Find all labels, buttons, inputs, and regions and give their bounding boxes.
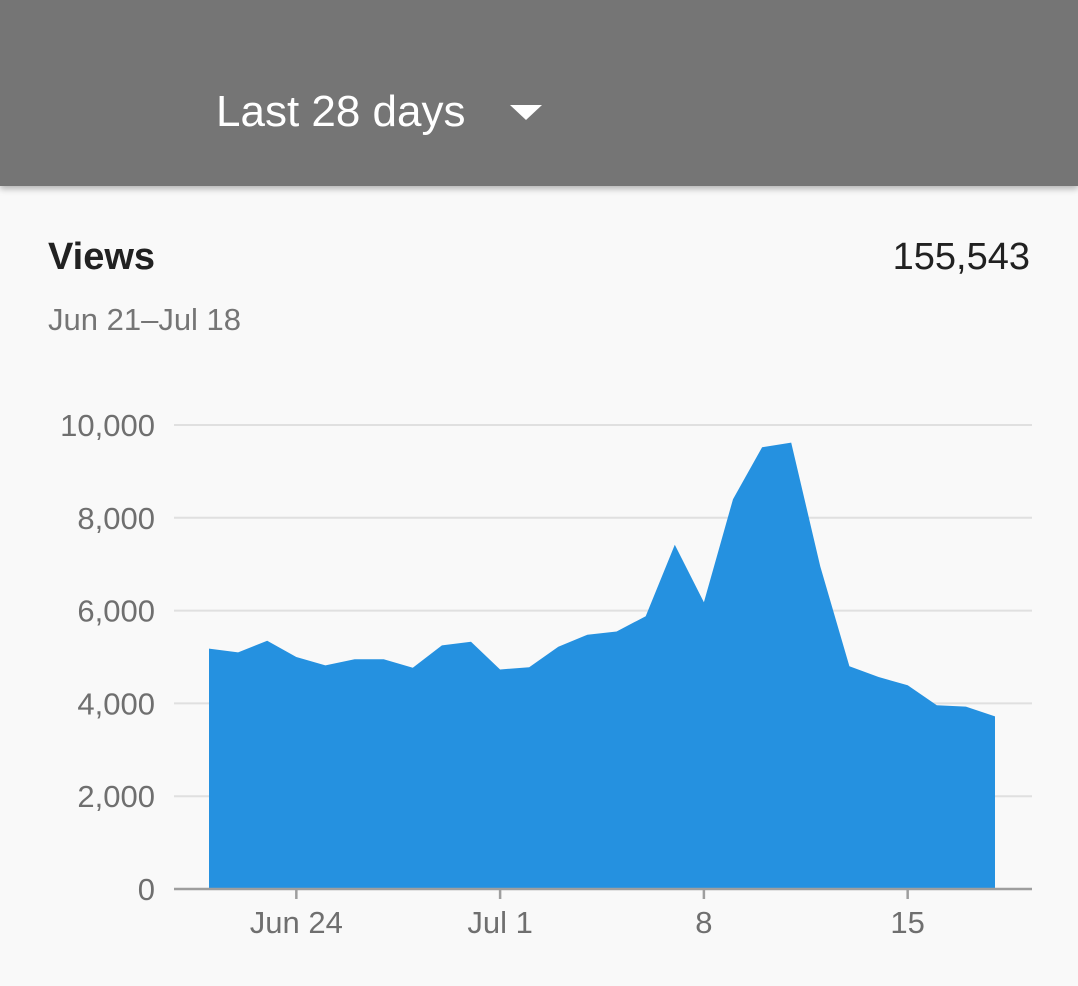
date-range-label: Last 28 days bbox=[216, 87, 466, 136]
metric-title: Views bbox=[48, 236, 156, 278]
y-tick-label: 2,000 bbox=[77, 779, 155, 814]
y-axis: 0 2,000 4,000 6,000 8,000 10,000 bbox=[60, 408, 155, 907]
y-tick-label: 0 bbox=[138, 872, 155, 907]
x-axis bbox=[174, 887, 1032, 899]
y-tick-label: 8,000 bbox=[77, 501, 155, 536]
area-layer bbox=[209, 442, 995, 889]
views-area bbox=[209, 442, 995, 889]
x-tick-label: Jul 1 bbox=[467, 905, 532, 940]
x-tick-label: 8 bbox=[695, 905, 712, 940]
y-tick-label: 10,000 bbox=[60, 408, 155, 443]
metric-date-range: Jun 21–Jul 18 bbox=[48, 302, 242, 337]
x-tick-labels: Jun 24 Jul 1 8 15 bbox=[250, 905, 925, 940]
y-tick-label: 4,000 bbox=[77, 686, 155, 721]
metric-total: 155,543 bbox=[892, 236, 1030, 278]
top-bar: Last 28 days bbox=[0, 0, 1078, 186]
x-tick-label: 15 bbox=[890, 905, 924, 940]
y-tick-label: 6,000 bbox=[77, 594, 155, 629]
x-tick-label: Jun 24 bbox=[250, 905, 343, 940]
date-range-dropdown[interactable]: Last 28 days bbox=[216, 82, 542, 142]
triangle-down-icon bbox=[509, 104, 542, 120]
